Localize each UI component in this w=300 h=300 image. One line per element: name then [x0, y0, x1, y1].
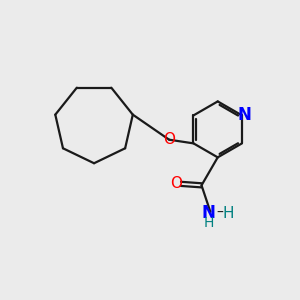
- Text: O: O: [170, 176, 182, 191]
- Text: O: O: [163, 132, 175, 147]
- Text: N: N: [202, 204, 216, 222]
- Text: –: –: [216, 206, 223, 220]
- Text: N: N: [237, 106, 251, 124]
- Text: H: H: [204, 216, 214, 230]
- Text: H: H: [222, 206, 234, 221]
